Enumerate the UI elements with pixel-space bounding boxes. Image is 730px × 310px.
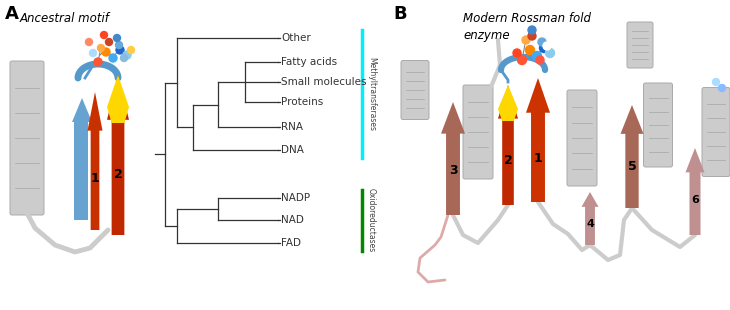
FancyBboxPatch shape — [644, 83, 672, 167]
Text: Ancestral motif: Ancestral motif — [20, 12, 110, 25]
Text: 5: 5 — [628, 161, 637, 174]
Text: RNA: RNA — [281, 122, 303, 132]
Circle shape — [102, 48, 110, 56]
Text: 1: 1 — [91, 171, 99, 184]
Text: A: A — [5, 5, 19, 23]
Text: B: B — [393, 5, 407, 23]
Circle shape — [522, 36, 530, 44]
Circle shape — [113, 34, 120, 42]
Polygon shape — [88, 92, 102, 230]
Text: 4: 4 — [586, 219, 594, 229]
Circle shape — [116, 46, 124, 54]
Circle shape — [94, 58, 102, 66]
FancyBboxPatch shape — [627, 22, 653, 68]
Circle shape — [528, 26, 536, 34]
Text: FAD: FAD — [281, 238, 301, 248]
FancyBboxPatch shape — [702, 87, 730, 176]
Circle shape — [718, 85, 726, 91]
Circle shape — [98, 45, 104, 51]
Circle shape — [518, 55, 526, 64]
FancyBboxPatch shape — [10, 61, 44, 215]
Text: NAD: NAD — [281, 215, 304, 225]
FancyBboxPatch shape — [463, 85, 493, 179]
Circle shape — [526, 46, 534, 55]
FancyBboxPatch shape — [567, 90, 597, 186]
Text: NADP: NADP — [281, 193, 310, 203]
Circle shape — [543, 42, 551, 50]
Text: 6: 6 — [691, 195, 699, 205]
Polygon shape — [582, 192, 599, 245]
Text: Fatty acids: Fatty acids — [281, 57, 337, 67]
Circle shape — [536, 56, 544, 64]
Circle shape — [712, 78, 720, 86]
Polygon shape — [498, 85, 518, 121]
Text: 1: 1 — [534, 152, 542, 165]
Circle shape — [115, 42, 123, 48]
FancyBboxPatch shape — [401, 60, 429, 119]
Circle shape — [123, 51, 131, 59]
Circle shape — [128, 46, 134, 54]
Polygon shape — [107, 75, 129, 123]
Text: Small molecules: Small molecules — [281, 77, 366, 87]
Text: 2: 2 — [504, 153, 512, 166]
Polygon shape — [107, 75, 129, 235]
Polygon shape — [685, 148, 704, 235]
Polygon shape — [72, 98, 92, 220]
Circle shape — [538, 38, 546, 46]
Text: 3: 3 — [449, 163, 457, 176]
Circle shape — [513, 49, 521, 57]
Text: Oxidoreductases: Oxidoreductases — [367, 188, 376, 253]
Circle shape — [109, 54, 117, 62]
Circle shape — [528, 32, 536, 40]
Polygon shape — [526, 78, 550, 202]
Circle shape — [539, 43, 548, 52]
Text: Other: Other — [281, 33, 311, 43]
Text: Methyltransferases: Methyltransferases — [367, 57, 376, 131]
Circle shape — [545, 48, 555, 57]
Text: DNA: DNA — [281, 145, 304, 155]
Circle shape — [532, 51, 542, 60]
Text: Proteins: Proteins — [281, 97, 323, 107]
Circle shape — [85, 38, 93, 46]
Polygon shape — [441, 102, 465, 215]
Circle shape — [101, 32, 107, 38]
Polygon shape — [498, 85, 518, 205]
Circle shape — [106, 38, 112, 46]
Circle shape — [90, 50, 96, 56]
Text: 2: 2 — [114, 169, 123, 181]
Polygon shape — [620, 105, 644, 208]
Text: Modern Rossman fold
enzyme: Modern Rossman fold enzyme — [463, 12, 591, 42]
Circle shape — [120, 55, 128, 61]
